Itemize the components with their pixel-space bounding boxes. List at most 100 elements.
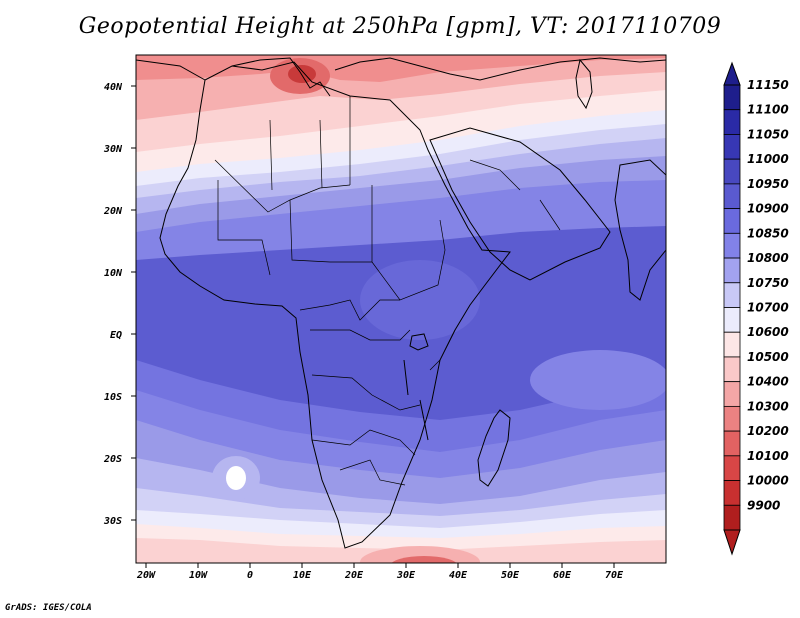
lon-tick: 10E <box>293 563 312 581</box>
colorbar-box <box>723 381 741 407</box>
lat-tick: 30N <box>103 144 136 155</box>
colorbar-label: 10700 <box>747 301 789 315</box>
lon-tick-label: 30E <box>396 570 416 581</box>
lat-tick: 10N <box>104 268 136 279</box>
colorbar-label: 10850 <box>747 226 789 240</box>
lat-tick-label: 30N <box>103 144 123 155</box>
lon-tick: 20E <box>344 563 364 581</box>
rift-lakes <box>403 359 429 441</box>
lat-tick-label: 20S <box>103 454 122 465</box>
europe-coastline <box>136 57 666 97</box>
lon-tick: 40E <box>449 563 468 581</box>
contour-bands <box>136 55 666 563</box>
lon-tick-label: 10W <box>189 570 208 581</box>
lat-tick: 20S <box>103 454 136 465</box>
longitude-axis: 20W 10W 0 10E 20E 30E 40E 50E 60E 70E <box>136 563 624 581</box>
lat-tick: EQ <box>110 330 136 341</box>
colorbar-label: 10800 <box>747 251 789 265</box>
trough-east-africa <box>360 260 480 340</box>
colorbar-label: 10950 <box>747 177 789 191</box>
country-borders <box>214 96 561 486</box>
lat-tick-label: 10N <box>104 268 123 279</box>
colorbar-label: 10500 <box>747 350 789 364</box>
colorbar-label: 10000 <box>747 474 789 488</box>
colorbar-label: 9900 <box>747 498 780 512</box>
contour-anomalies <box>212 58 666 563</box>
height-field <box>136 55 666 563</box>
lat-tick: 10S <box>104 392 136 403</box>
colorbar-box <box>723 109 741 135</box>
colorbar-box <box>723 405 741 432</box>
lon-tick-label: 0 <box>247 570 253 581</box>
madagascar-coastline <box>477 409 511 487</box>
grads-credit: GrADS: IGES/COLA <box>5 603 92 613</box>
high-core-south-africa <box>391 556 457 563</box>
colorbar-box <box>723 84 741 111</box>
lat-tick-label: 40N <box>104 82 123 93</box>
lake-victoria <box>409 333 429 351</box>
ridge-core-south-atlantic <box>226 466 246 490</box>
colorbar-box <box>723 232 741 259</box>
lon-tick-label: 20E <box>344 570 364 581</box>
lat-tick: 40N <box>104 82 136 93</box>
colorbar-box <box>723 158 741 185</box>
plot-frame <box>135 54 667 564</box>
india-coastline <box>614 159 666 301</box>
high-center-south-africa <box>360 546 480 563</box>
high-core-mediterranean <box>288 65 316 83</box>
lat-tick-label: 10S <box>104 392 122 403</box>
colorbar-box <box>723 455 741 481</box>
colorbar-box <box>723 480 741 506</box>
lon-tick-label: 40E <box>449 570 468 581</box>
colorbar-label: 10600 <box>747 325 789 339</box>
lon-tick-label: 70E <box>605 570 624 581</box>
lat-tick-label: 20N <box>103 206 123 217</box>
colorbar-top-arrow <box>723 61 741 86</box>
colorbar-label: 10900 <box>747 202 789 216</box>
colorbar-label: 11100 <box>747 103 789 117</box>
lon-tick-label: 60E <box>553 570 572 581</box>
colorbar-boxes <box>723 84 741 531</box>
colorbar-label: 11150 <box>747 78 789 92</box>
colorbar: 11150 11100 11050 11000 10950 10900 10850 10800… <box>723 61 789 556</box>
lon-tick: 0 <box>247 563 253 581</box>
colorbar-label: 10750 <box>747 276 789 290</box>
africa-coastline <box>159 61 511 549</box>
colorbar-box <box>723 504 741 531</box>
lon-tick: 70E <box>605 563 624 581</box>
colorbar-label: 10400 <box>747 375 789 389</box>
lat-tick: 30S <box>103 516 136 527</box>
lon-tick: 10W <box>189 563 208 581</box>
contour-band <box>136 55 666 82</box>
lon-tick: 50E <box>501 563 520 581</box>
lon-tick-label: 20W <box>136 570 156 581</box>
colorbar-box <box>723 134 741 160</box>
colorbar-box <box>723 257 741 284</box>
colorbar-label: 10100 <box>747 449 789 463</box>
colorbar-box <box>723 356 741 383</box>
latitude-axis: 40N 30N 20N 10N EQ 10S 20S 30S <box>103 82 136 527</box>
colorbar-box <box>723 331 741 358</box>
colorbar-label: 11050 <box>747 127 789 141</box>
map-title: Geopotential Height at 250hPa [gpm], VT:… <box>78 14 722 39</box>
lat-tick-label: EQ <box>110 330 122 341</box>
colorbar-label: 10300 <box>747 399 789 413</box>
lon-tick: 20W <box>136 563 156 581</box>
colorbar-label: 11000 <box>747 152 789 166</box>
colorbar-box <box>723 430 741 457</box>
caspian-coastline <box>575 58 593 110</box>
lon-tick-label: 10E <box>293 570 312 581</box>
lon-tick: 30E <box>396 563 416 581</box>
colorbar-box <box>723 183 741 210</box>
ridge-indian-ocean <box>530 350 666 410</box>
colorbar-box <box>723 307 741 333</box>
coastlines <box>136 57 666 549</box>
arabia-coastline <box>429 127 611 281</box>
colorbar-bottom-arrow <box>723 529 741 556</box>
lat-tick-label: 30S <box>103 516 122 527</box>
lon-tick: 60E <box>553 563 572 581</box>
colorbar-box <box>723 208 741 234</box>
colorbar-labels: 11150 11100 11050 11000 10950 10900 10850 10800… <box>747 78 789 512</box>
lon-tick-label: 50E <box>501 570 520 581</box>
